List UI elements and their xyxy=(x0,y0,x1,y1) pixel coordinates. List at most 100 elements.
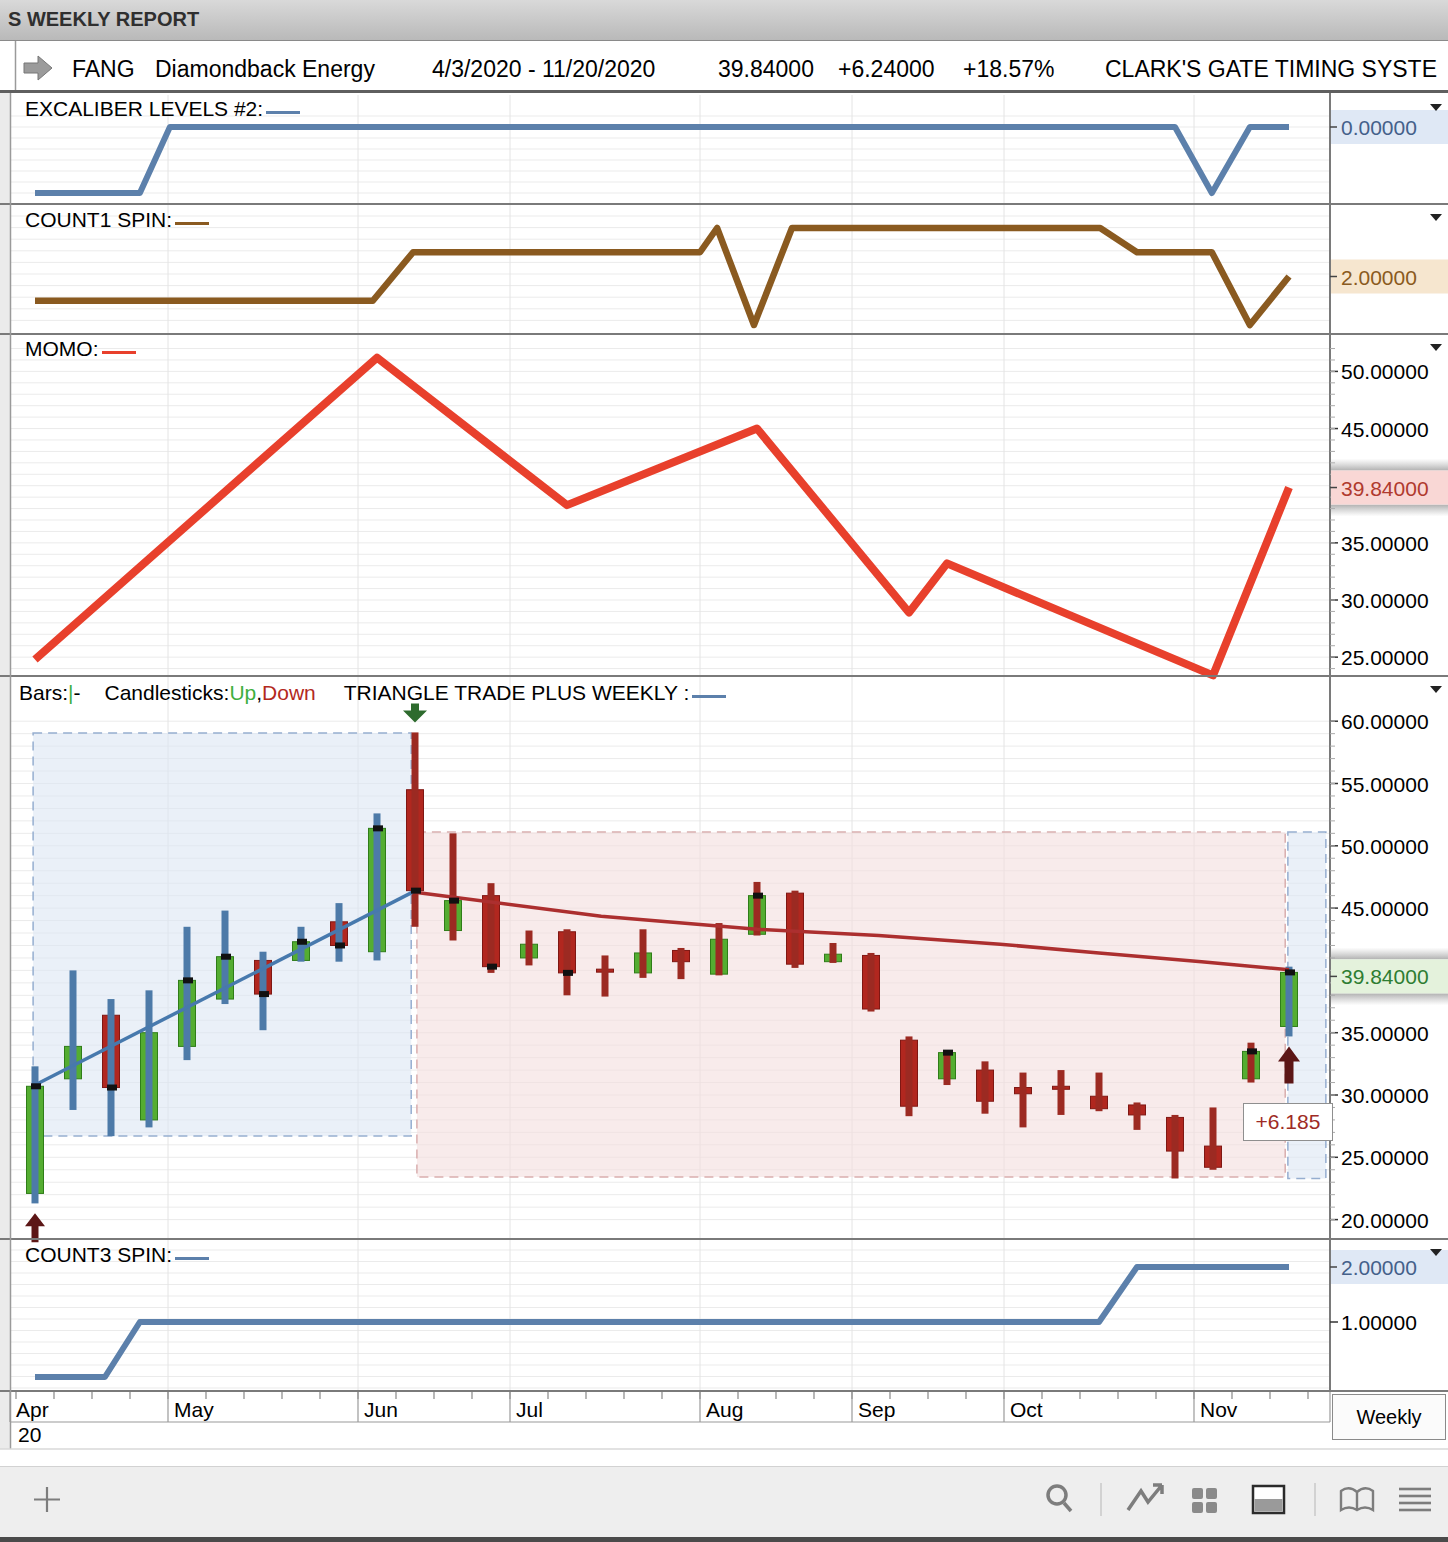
bubble-shadow xyxy=(1331,505,1448,517)
year-label: 20 xyxy=(18,1423,41,1447)
candle-wick xyxy=(1096,1073,1103,1112)
search-icon[interactable] xyxy=(1048,1486,1071,1511)
close-tick xyxy=(1285,969,1295,975)
momo-underline xyxy=(102,351,136,354)
trendline-tool-icon[interactable] xyxy=(1128,1485,1162,1510)
system-title: CLARK'S GATE TIMING SYSTE xyxy=(1105,56,1437,83)
candle-wick xyxy=(982,1061,989,1113)
axis-label: 20.00000 xyxy=(1341,1209,1429,1232)
candle-wick xyxy=(792,891,799,968)
candle-wick xyxy=(1058,1070,1065,1115)
panel-layout-icon[interactable] xyxy=(1253,1486,1284,1513)
bubble-shadow xyxy=(1331,993,1448,1005)
panel-title-momo: MOMO: xyxy=(25,337,136,361)
candle-wick xyxy=(260,952,267,1030)
candle-wick xyxy=(450,833,457,940)
month-label: Sep xyxy=(858,1398,895,1422)
menu-icon[interactable] xyxy=(1399,1489,1431,1510)
strategy-underline xyxy=(692,695,726,698)
candle-wick xyxy=(1210,1107,1217,1169)
axis-label: 55.00000 xyxy=(1341,773,1429,796)
month-label: May xyxy=(174,1398,214,1422)
close-tick xyxy=(259,991,269,997)
axis-label: 50.00000 xyxy=(1341,360,1429,383)
candle-wick xyxy=(868,953,875,1012)
company-name: Diamondback Energy xyxy=(155,56,375,83)
percent-change: +18.57% xyxy=(963,56,1054,83)
axis-label: 50.00000 xyxy=(1341,835,1429,858)
date-range: 4/3/2020 - 11/20/2020 xyxy=(432,56,655,83)
month-label: Nov xyxy=(1200,1398,1237,1422)
timeframe-selector[interactable]: Weekly xyxy=(1332,1394,1446,1440)
bubble-shadow xyxy=(1331,459,1448,471)
candle-wick xyxy=(830,943,837,963)
momo-value-label: 39.84000 xyxy=(1341,477,1429,500)
axis-label: 30.00000 xyxy=(1341,1084,1429,1107)
trading-app-window: S WEEKLY REPORT FANG Diamondback Energy … xyxy=(0,0,1448,1542)
downtrend-box xyxy=(417,832,1285,1177)
candle-wick xyxy=(906,1036,913,1116)
add-icon[interactable] xyxy=(34,1487,60,1512)
panel-menu-arrow-icon[interactable] xyxy=(1430,214,1442,221)
signal-down-arrow xyxy=(403,703,427,722)
excaliber-underline xyxy=(266,111,300,114)
legend-down: Down xyxy=(262,681,316,704)
candle-wick xyxy=(108,999,115,1136)
candle-wick xyxy=(374,813,381,960)
main-chart-legend: Bars:|-Candlesticks:Up,DownTRIANGLE TRAD… xyxy=(19,681,726,705)
candle-wick xyxy=(1172,1115,1179,1179)
candle-wick xyxy=(526,931,533,966)
panel-title-count3: COUNT3 SPIN: xyxy=(25,1243,209,1267)
bubble-shadow xyxy=(1331,947,1448,959)
month-label: Apr xyxy=(16,1398,49,1422)
panel-menu-arrow-icon[interactable] xyxy=(1430,686,1442,693)
close-tick xyxy=(943,1050,953,1056)
excaliber-value-label: 0.00000 xyxy=(1341,116,1417,139)
candle-wick xyxy=(678,948,685,979)
last-price-label: 39.84000 xyxy=(1341,965,1429,988)
close-tick xyxy=(31,1083,41,1089)
month-label: Jun xyxy=(364,1398,398,1422)
last-price: 39.84000 xyxy=(718,56,814,83)
close-tick xyxy=(449,898,459,904)
left-margin-strip xyxy=(0,93,10,1449)
axis-label: 45.00000 xyxy=(1341,418,1429,441)
count1-value-label: 2.00000 xyxy=(1341,266,1417,289)
month-label: Oct xyxy=(1010,1398,1043,1422)
candle-wick xyxy=(70,970,77,1110)
month-label: Jul xyxy=(516,1398,543,1422)
count1-line xyxy=(35,228,1289,325)
close-tick xyxy=(753,893,763,899)
grid-view-icon[interactable] xyxy=(1192,1488,1217,1513)
close-tick xyxy=(297,939,307,945)
axis-label: 35.00000 xyxy=(1341,532,1429,555)
candle-wick xyxy=(602,955,609,996)
panel-title-excaliber: EXCALIBER LEVELS #2: xyxy=(25,97,300,121)
count3-value-label: 2.00000 xyxy=(1341,1256,1417,1279)
close-tick xyxy=(183,977,193,983)
window-title: S WEEKLY REPORT xyxy=(8,8,199,31)
candle-wick xyxy=(1286,967,1293,1037)
axis-label: 30.00000 xyxy=(1341,589,1429,612)
close-tick xyxy=(107,1085,117,1091)
price-change: +6.24000 xyxy=(838,56,935,83)
book-icon[interactable] xyxy=(1341,1488,1373,1510)
count3-underline xyxy=(175,1257,209,1260)
candle-wick xyxy=(640,929,647,978)
axis-label: 60.00000 xyxy=(1341,710,1429,733)
candle-wick xyxy=(412,732,419,926)
candle-wick xyxy=(1020,1073,1027,1128)
close-tick xyxy=(373,825,383,831)
close-tick xyxy=(221,954,231,960)
panel-title-count1: COUNT1 SPIN: xyxy=(25,208,209,232)
panel-menu-arrow-icon[interactable] xyxy=(1430,104,1442,111)
panel-menu-arrow-icon[interactable] xyxy=(1430,344,1442,351)
candle-wick xyxy=(184,927,191,1060)
candle-wick xyxy=(564,929,571,995)
month-label: Aug xyxy=(706,1398,743,1422)
header-border xyxy=(0,90,1448,93)
axis-label: 25.00000 xyxy=(1341,646,1429,669)
candle-wick xyxy=(146,990,153,1127)
change-tooltip: +6.185 xyxy=(1243,1103,1333,1141)
header-arrow-icon xyxy=(24,56,52,80)
